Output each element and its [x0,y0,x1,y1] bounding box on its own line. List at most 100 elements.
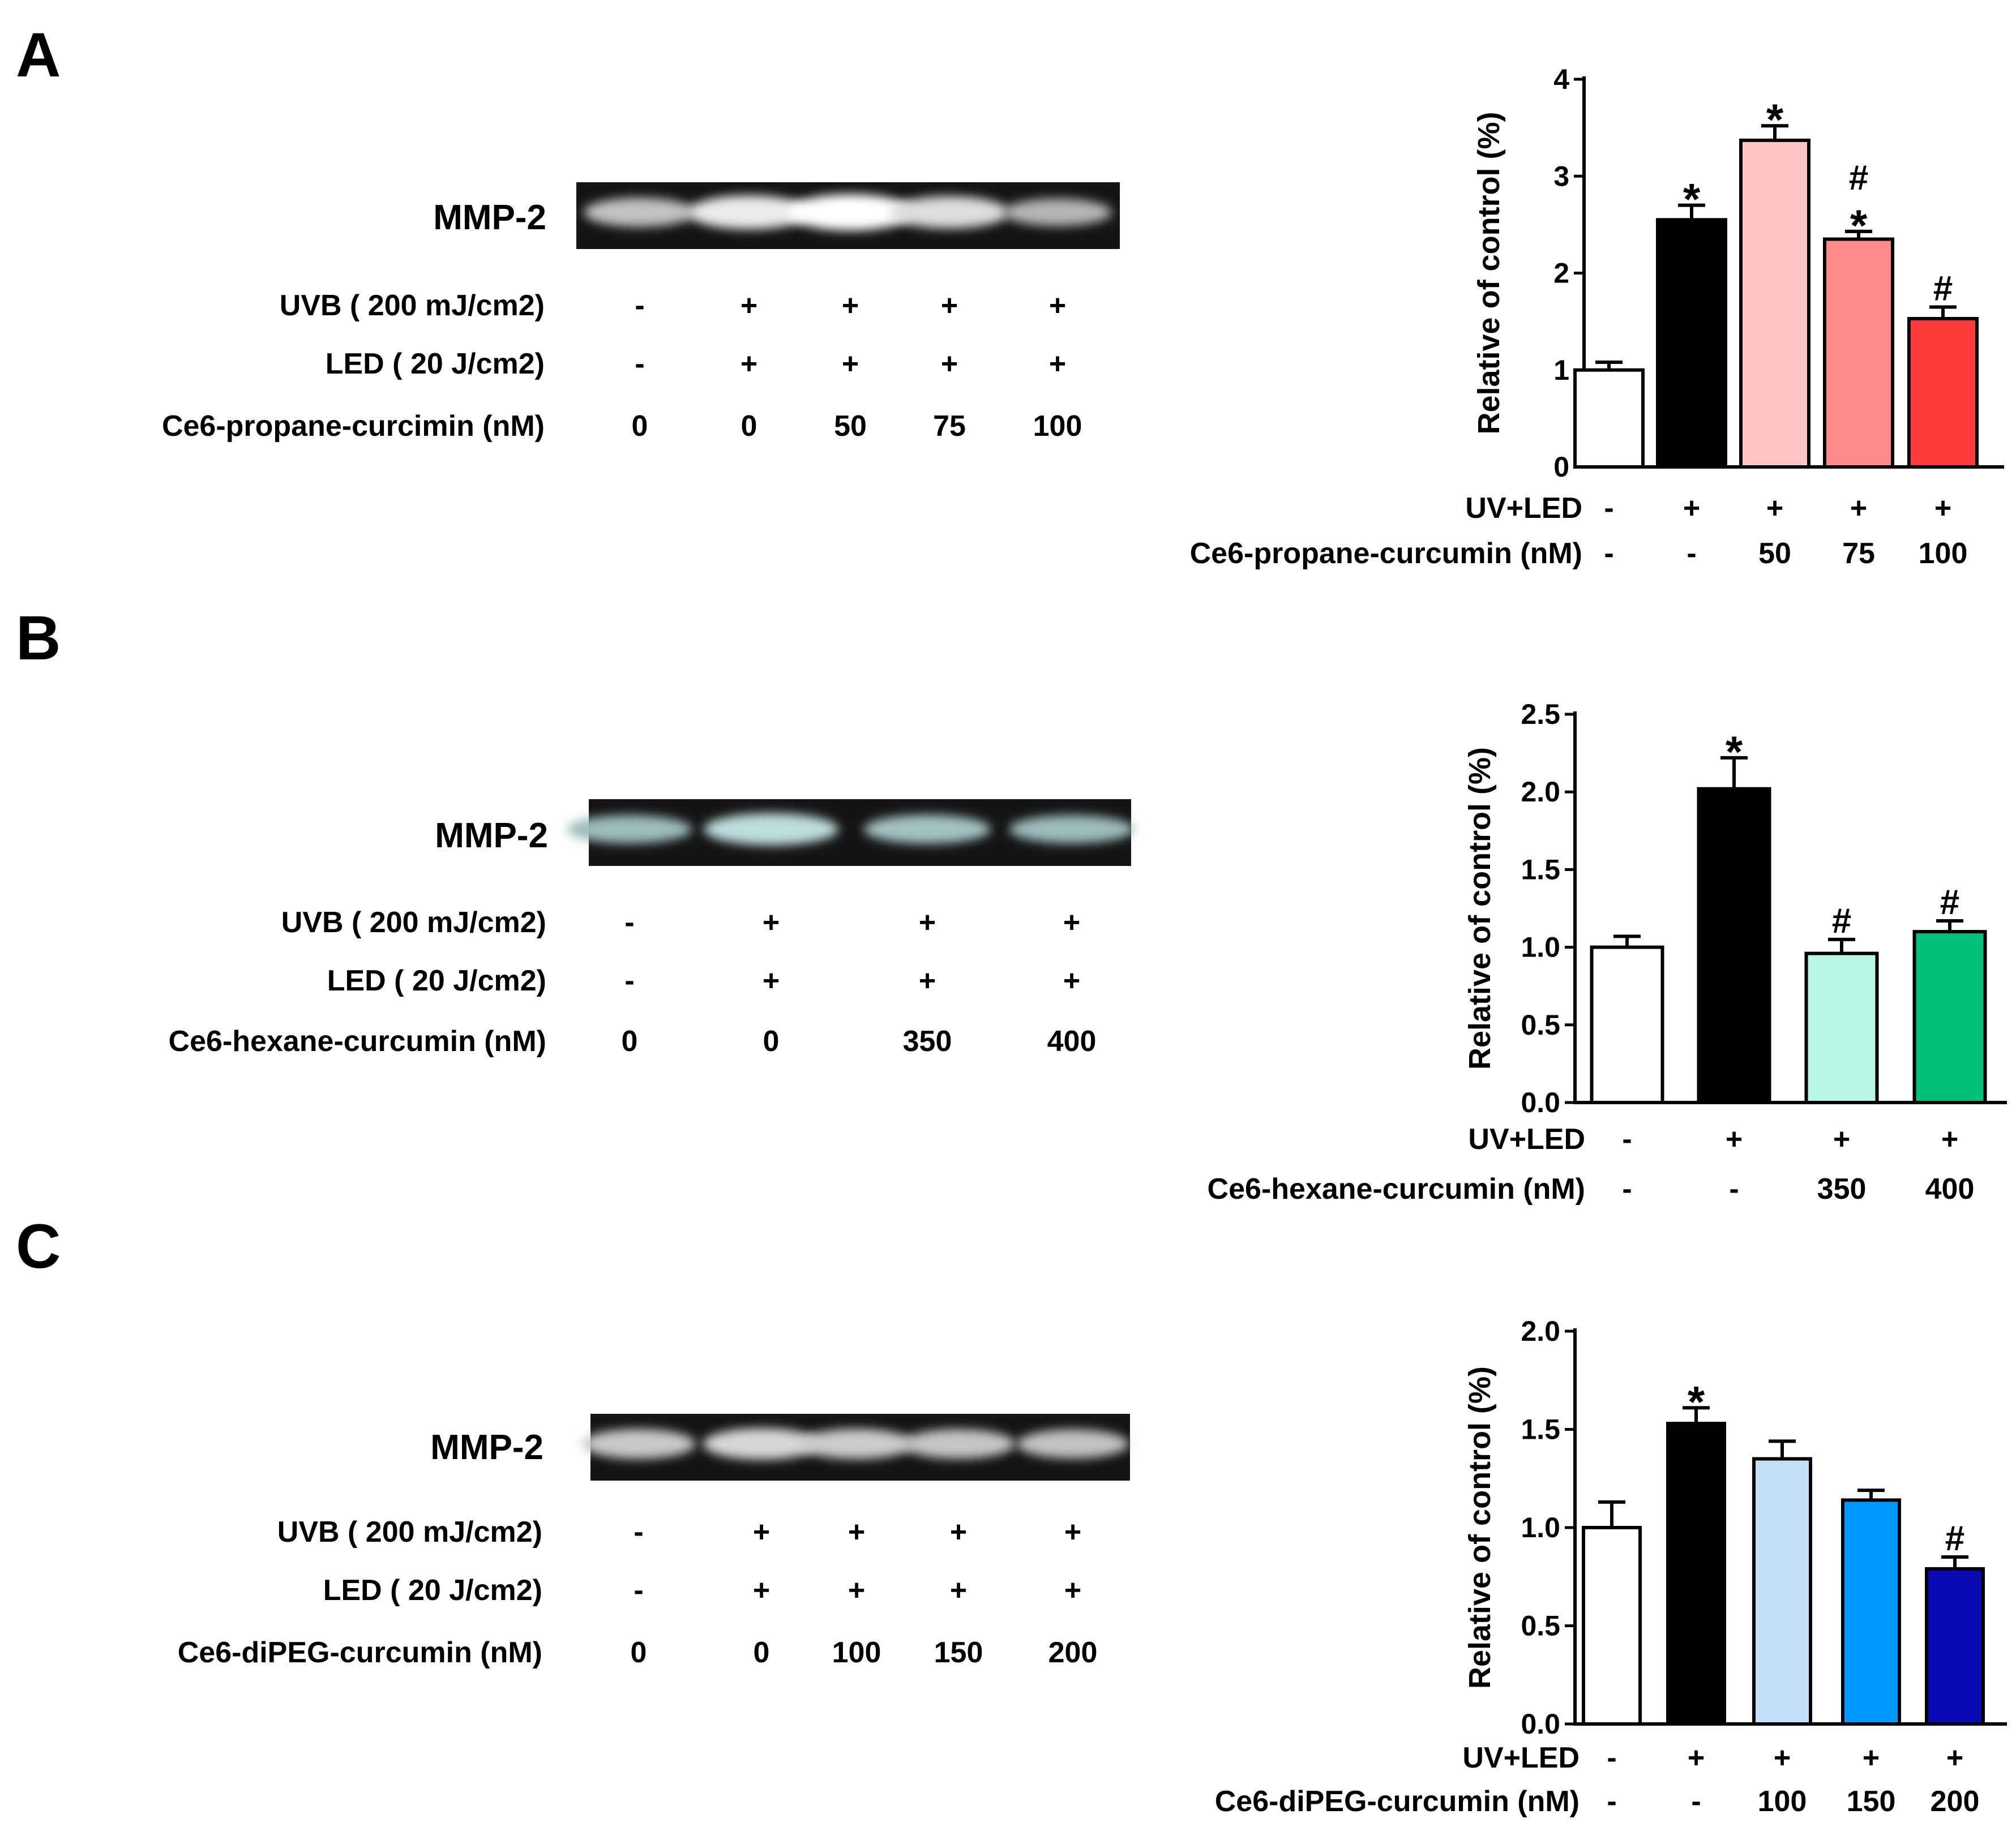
significance-star: * [1850,200,1868,250]
gel-b-uvb-value: - [624,906,634,939]
gel-b-uvb-value: + [1063,906,1080,939]
gel-a-led-value: + [1049,348,1066,380]
gel-c-led-value: + [753,1574,770,1607]
significance-star: * [1726,727,1743,777]
bar [1752,1457,1812,1726]
gel-image-a [576,182,1120,249]
panel-letter-a: A [16,20,61,90]
gel-c-uvb-value: - [634,1516,643,1549]
gel-band [704,813,838,846]
x-row-value: + [1833,1123,1850,1156]
gel-b-conc-value: 400 [1047,1025,1097,1058]
gel-image-c [581,1414,1130,1481]
x-row-value: 150 [1847,1785,1896,1818]
gel-b-conc-value: 0 [763,1025,780,1058]
bar-chart-c: 0.0 0.5 1.0 1.5 2.0 Relative of control (%) * #… [1215,1315,2007,1818]
x-row-value: + [1850,492,1867,525]
panel-letter-b: B [16,603,61,673]
gel-c-led-value: + [1064,1574,1081,1607]
x-row-label: Ce6-hexane-curcumin (nM) [1208,1173,1585,1206]
bar [1907,316,1979,469]
gel-c-row-led-label: LED ( 20 J/cm2) [323,1574,542,1607]
gel-c-conc-value: 0 [631,1636,647,1669]
gel-band [799,1429,914,1459]
gel-a-conc-value: 50 [834,410,867,443]
x-row-value: + [1941,1123,1958,1156]
gel-c-led-value: - [634,1574,643,1607]
gel-band [863,814,991,844]
gel-a-row-conc-label: Ce6-propane-curcimin (nM) [162,410,545,443]
gel-c-uvb-value: + [848,1516,865,1549]
gel-b-uvb-value: + [763,906,780,939]
bar-chart-b: 0.0 0.5 1.0 1.5 2.0 2.5 Relative of control (%… [1208,698,2007,1206]
gel-band [1017,1429,1129,1459]
gel-c-conc-value: 0 [754,1636,770,1669]
gel-b-row-uvb-label: UVB ( 200 mJ/cm2) [281,906,546,939]
gel-c-led-value: + [950,1574,967,1607]
y-tick-label: 0.5 [1521,1009,1560,1041]
y-tick-label: 0.5 [1521,1610,1560,1642]
y-tick-label: 1.5 [1521,1414,1560,1446]
gel-c-row-uvb-label: UVB ( 200 mJ/cm2) [277,1516,542,1549]
bar [1666,1422,1726,1726]
gel-b-led-value: - [624,964,634,997]
gel-c-conc-value: 200 [1048,1636,1098,1669]
y-tick-label: 0.0 [1521,1087,1560,1118]
y-tick-label: 1.5 [1521,853,1560,885]
gel-b-conc-value: 350 [903,1025,952,1058]
x-row-label: Ce6-propane-curcumin (nM) [1190,537,1582,570]
gel-a-conc-value: 0 [632,410,648,443]
y-tick-label: 3 [1553,160,1569,192]
x-row-label: UV+LED [1462,1742,1580,1774]
bar [1739,138,1810,469]
y-tick-label: 4 [1553,63,1569,95]
gel-band [688,195,810,229]
x-row-value: - [1607,1785,1616,1818]
x-row-value: + [1934,492,1951,525]
gel-band [890,196,1009,229]
gel-band [786,194,914,231]
bar [1656,218,1727,469]
x-row-value: + [1863,1742,1880,1774]
x-row-label: UV+LED [1468,1123,1585,1156]
x-row-value: 100 [1919,537,1968,570]
x-row-value: 400 [1925,1173,1975,1206]
gel-a-row-led-label: LED ( 20 J/cm2) [326,348,545,380]
y-axis-label: Relative of control (%) [1472,111,1506,434]
y-tick-label: 2.5 [1521,698,1560,730]
bar [1590,945,1664,1104]
gel-a-uvb-value: + [1049,289,1066,322]
x-row-value: - [1622,1123,1632,1156]
gel-band [567,815,692,844]
gel-b-uvb-value: + [919,906,936,939]
gel-c-led-value: + [848,1574,865,1607]
gel-c-conc-value: 100 [832,1636,881,1669]
gel-c-uvb-value: + [1064,1516,1081,1549]
x-row-value: + [1774,1742,1791,1774]
gel-a-uvb-value: - [635,289,644,322]
x-row-value: + [1688,1742,1705,1774]
bar [1823,237,1894,469]
gel-b-led-value: + [919,964,936,997]
y-tick-label: 0 [1553,451,1569,483]
gel-band [703,1428,820,1460]
x-row-value: 75 [1842,537,1875,570]
significance-hash: # [1832,902,1851,941]
bar [1925,1567,1985,1726]
gel-a-led-value: + [842,348,859,380]
gel-band [902,1429,1015,1459]
significance-star: * [1688,1376,1705,1426]
gel-c-conc-value: 150 [934,1636,983,1669]
x-row-value: - [1622,1173,1632,1206]
x-row-label: UV+LED [1465,492,1582,525]
gel-a-uvb-value: + [842,289,859,322]
x-row-value: + [1766,492,1783,525]
x-row-value: - [1607,1742,1616,1774]
significance-star: * [1766,95,1784,144]
gel-a-uvb-value: + [741,289,757,322]
gel-a-led-value: - [635,348,644,380]
bar [1804,951,1879,1105]
x-row-value: 200 [1931,1785,1980,1818]
